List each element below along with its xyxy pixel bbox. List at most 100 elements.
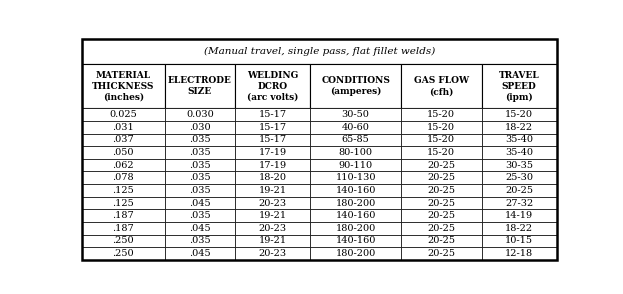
Text: (Manual travel, single pass, flat fillet welds): (Manual travel, single pass, flat fillet… xyxy=(204,47,435,56)
Text: 20-25: 20-25 xyxy=(505,186,533,195)
Bar xyxy=(235,235,310,247)
Bar xyxy=(310,197,401,209)
Bar xyxy=(165,64,235,108)
Text: WELDING
DCRO
(arc volts): WELDING DCRO (arc volts) xyxy=(247,71,298,101)
Text: 15-17: 15-17 xyxy=(259,123,287,132)
Text: .045: .045 xyxy=(189,198,211,208)
Text: .125: .125 xyxy=(112,186,134,195)
Bar xyxy=(482,121,557,133)
Bar xyxy=(82,159,165,171)
Bar xyxy=(165,108,235,121)
Bar xyxy=(401,184,482,197)
Bar xyxy=(401,222,482,235)
Bar xyxy=(401,159,482,171)
Text: 15-20: 15-20 xyxy=(427,136,455,144)
Text: .187: .187 xyxy=(112,211,134,220)
Bar xyxy=(82,235,165,247)
Bar xyxy=(235,197,310,209)
Text: 15-17: 15-17 xyxy=(259,110,287,119)
Text: 0.025: 0.025 xyxy=(110,110,137,119)
Text: 18-22: 18-22 xyxy=(505,224,533,233)
Text: MATERIAL
THICKNESS
(inches): MATERIAL THICKNESS (inches) xyxy=(92,71,155,101)
Bar xyxy=(310,146,401,159)
Bar xyxy=(310,121,401,133)
Bar xyxy=(235,247,310,260)
Bar xyxy=(165,159,235,171)
Text: .035: .035 xyxy=(189,173,211,182)
Text: .045: .045 xyxy=(189,224,211,233)
Bar xyxy=(82,171,165,184)
Text: 17-19: 17-19 xyxy=(259,148,287,157)
Bar xyxy=(82,184,165,197)
Text: 40-60: 40-60 xyxy=(341,123,369,132)
Text: 19-21: 19-21 xyxy=(259,211,287,220)
Bar xyxy=(401,121,482,133)
Bar xyxy=(310,171,401,184)
Text: 18-22: 18-22 xyxy=(505,123,533,132)
Text: .250: .250 xyxy=(113,249,134,258)
Text: .187: .187 xyxy=(112,224,134,233)
Text: .035: .035 xyxy=(189,148,211,157)
Text: 19-21: 19-21 xyxy=(259,236,287,245)
Text: 20-25: 20-25 xyxy=(427,198,455,208)
Text: 20-25: 20-25 xyxy=(427,211,455,220)
Bar xyxy=(82,247,165,260)
Text: ELECTRODE
SIZE: ELECTRODE SIZE xyxy=(168,76,232,96)
Text: 20-25: 20-25 xyxy=(427,249,455,258)
Bar xyxy=(235,133,310,146)
Bar xyxy=(310,209,401,222)
Bar xyxy=(82,209,165,222)
Bar xyxy=(165,184,235,197)
Bar xyxy=(82,108,165,121)
Bar xyxy=(235,121,310,133)
Text: 12-18: 12-18 xyxy=(505,249,533,258)
Bar xyxy=(482,171,557,184)
Bar xyxy=(482,235,557,247)
Text: .050: .050 xyxy=(113,148,134,157)
Text: .030: .030 xyxy=(189,123,211,132)
Bar xyxy=(235,171,310,184)
Bar xyxy=(482,209,557,222)
Text: .031: .031 xyxy=(112,123,134,132)
Text: .035: .035 xyxy=(189,211,211,220)
Bar xyxy=(310,235,401,247)
Bar xyxy=(482,133,557,146)
Bar xyxy=(401,108,482,121)
Bar xyxy=(165,146,235,159)
Text: 27-32: 27-32 xyxy=(505,198,533,208)
Bar xyxy=(310,108,401,121)
Bar xyxy=(401,64,482,108)
Bar xyxy=(165,222,235,235)
Text: .250: .250 xyxy=(113,236,134,245)
Text: 140-160: 140-160 xyxy=(335,211,376,220)
Bar xyxy=(235,146,310,159)
Bar xyxy=(165,121,235,133)
Bar xyxy=(482,247,557,260)
Bar xyxy=(82,133,165,146)
Bar xyxy=(482,146,557,159)
Text: 20-25: 20-25 xyxy=(427,161,455,170)
Bar xyxy=(82,64,165,108)
Text: 30-50: 30-50 xyxy=(341,110,369,119)
Text: 14-19: 14-19 xyxy=(505,211,533,220)
Bar xyxy=(401,235,482,247)
Text: 25-30: 25-30 xyxy=(505,173,533,182)
Text: 18-20: 18-20 xyxy=(259,173,287,182)
Text: 140-160: 140-160 xyxy=(335,236,376,245)
Text: .125: .125 xyxy=(112,198,134,208)
Text: 15-20: 15-20 xyxy=(505,110,533,119)
Text: .037: .037 xyxy=(112,136,134,144)
Bar xyxy=(401,146,482,159)
Bar xyxy=(310,159,401,171)
Text: .078: .078 xyxy=(113,173,134,182)
Text: GAS FLOW
(cfh): GAS FLOW (cfh) xyxy=(414,76,469,96)
Text: 90-110: 90-110 xyxy=(338,161,373,170)
Text: 15-20: 15-20 xyxy=(427,123,455,132)
Text: 80-100: 80-100 xyxy=(339,148,373,157)
Bar xyxy=(165,209,235,222)
Bar xyxy=(310,247,401,260)
Text: 180-200: 180-200 xyxy=(336,249,376,258)
Bar xyxy=(482,64,557,108)
Bar xyxy=(482,184,557,197)
Bar xyxy=(401,133,482,146)
